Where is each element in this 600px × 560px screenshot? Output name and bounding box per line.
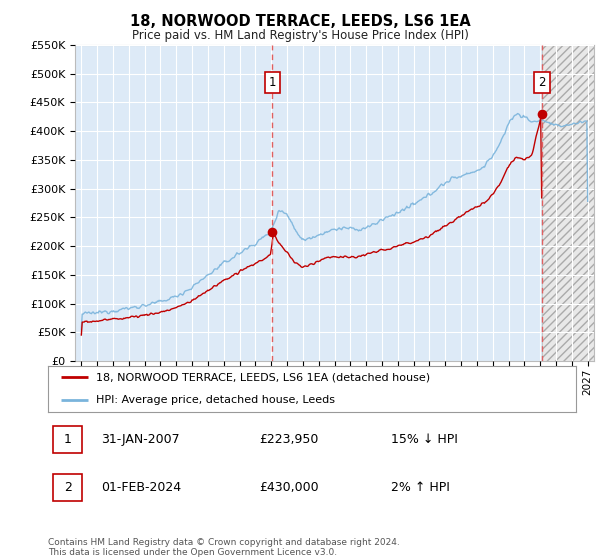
Text: Price paid vs. HM Land Registry's House Price Index (HPI): Price paid vs. HM Land Registry's House … (131, 29, 469, 42)
FancyBboxPatch shape (53, 426, 82, 453)
Text: 15% ↓ HPI: 15% ↓ HPI (391, 433, 458, 446)
Text: 18, NORWOOD TERRACE, LEEDS, LS6 1EA: 18, NORWOOD TERRACE, LEEDS, LS6 1EA (130, 14, 470, 29)
Text: 31-JAN-2007: 31-JAN-2007 (101, 433, 179, 446)
Text: HPI: Average price, detached house, Leeds: HPI: Average price, detached house, Leed… (95, 395, 335, 405)
Text: Contains HM Land Registry data © Crown copyright and database right 2024.
This d: Contains HM Land Registry data © Crown c… (48, 538, 400, 557)
Text: £223,950: £223,950 (259, 433, 319, 446)
Text: 1: 1 (269, 76, 276, 89)
Text: 2: 2 (538, 76, 545, 89)
FancyBboxPatch shape (53, 474, 82, 501)
Text: 18, NORWOOD TERRACE, LEEDS, LS6 1EA (detached house): 18, NORWOOD TERRACE, LEEDS, LS6 1EA (det… (95, 372, 430, 382)
Text: 01-FEB-2024: 01-FEB-2024 (101, 481, 181, 494)
Text: 1: 1 (64, 433, 72, 446)
Text: £430,000: £430,000 (259, 481, 319, 494)
Text: 2% ↑ HPI: 2% ↑ HPI (391, 481, 450, 494)
Text: 2: 2 (64, 481, 72, 494)
